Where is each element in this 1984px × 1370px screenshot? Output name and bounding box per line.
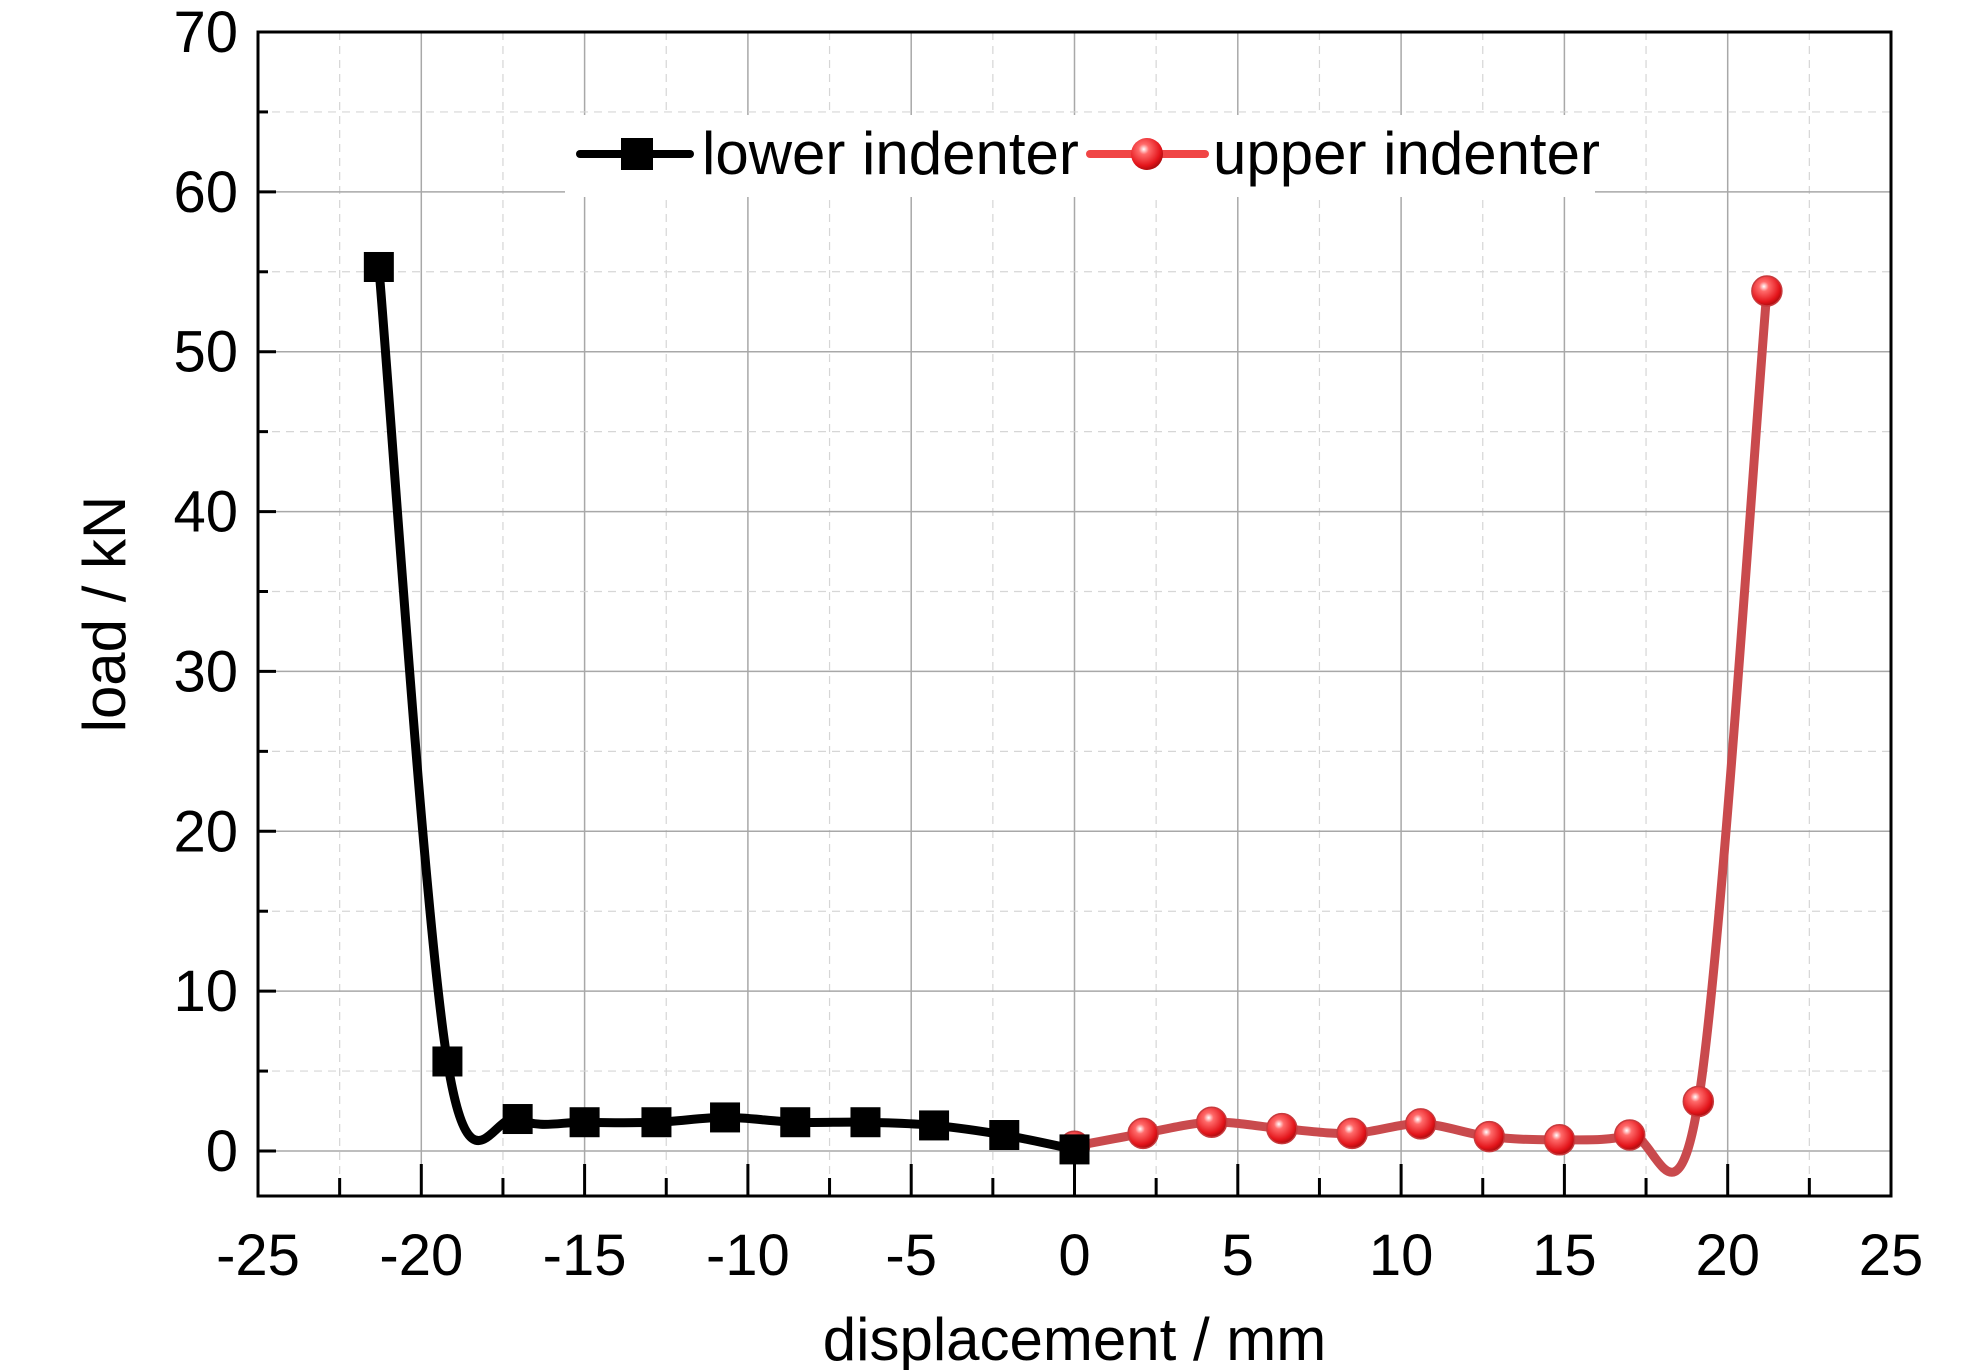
x-tick-label: 0 [1058,1223,1090,1288]
legend-label-upper-indenter: upper indenter [1213,120,1600,187]
series-line [1070,286,1772,1177]
data-point-sphere [1336,1117,1368,1150]
legend-label-lower-indenter: lower indenter [702,120,1079,187]
data-point-sphere [1266,1112,1298,1145]
data-point-square [780,1107,811,1138]
data-point-square [1059,1134,1090,1165]
y-tick-label: 40 [173,480,238,545]
series-layer [363,251,1783,1177]
y-tick-label: 20 [173,799,238,864]
data-point-sphere [1543,1124,1576,1156]
data-point-square [432,1046,463,1077]
data-point-square [363,251,394,282]
data-point-sphere [1751,275,1783,307]
data-point-sphere [1127,1117,1159,1150]
x-tick-label: -10 [706,1223,790,1288]
x-tick-label: -25 [216,1223,300,1288]
x-tick-label: 10 [1369,1223,1434,1288]
data-point-sphere [1613,1119,1646,1151]
grid [257,31,1892,1196]
legend-marker-square [621,138,653,170]
series-upper-indenter [1058,275,1783,1177]
legend-background [565,115,1595,197]
y-axis-label: load / kN [71,496,138,733]
data-point-sphere [1195,1106,1228,1138]
data-point-sphere [1473,1120,1506,1153]
data-point-square [850,1107,881,1138]
series-lower-indenter [363,251,1090,1165]
data-point-square [710,1102,741,1133]
y-tick-label: 50 [173,320,238,385]
x-tick-label: -20 [379,1223,463,1288]
data-point-sphere [1404,1108,1437,1140]
data-point-square [919,1110,950,1141]
series-line [374,262,1079,1154]
data-point-sphere [1682,1085,1715,1118]
data-point-square [989,1120,1020,1151]
y-tick-label: 10 [173,959,238,1024]
y-tick-label: 70 [173,0,238,65]
data-point-square [641,1107,672,1138]
x-axis-label: displacement / mm [823,1306,1327,1370]
x-tick-label: 5 [1222,1223,1254,1288]
x-tick-label: 15 [1532,1223,1597,1288]
legend: lower indenter upper indenter [565,115,1600,197]
data-point-square [502,1104,533,1135]
data-point-square [569,1107,600,1138]
x-tick-label: 25 [1859,1223,1924,1288]
legend-marker-sphere [1131,138,1163,170]
x-tick-label: -15 [543,1223,627,1288]
y-tick-label: 0 [206,1119,238,1184]
x-tick-label: 20 [1695,1223,1760,1288]
y-tick-label: 60 [173,160,238,225]
y-tick-label: 30 [173,639,238,704]
x-tick-label: -5 [885,1223,937,1288]
ticks: -25 -20 -15 -10 -5 0 5 10 15 20 25 0 10 20 30 40 50 60 70 [173,0,1923,1288]
